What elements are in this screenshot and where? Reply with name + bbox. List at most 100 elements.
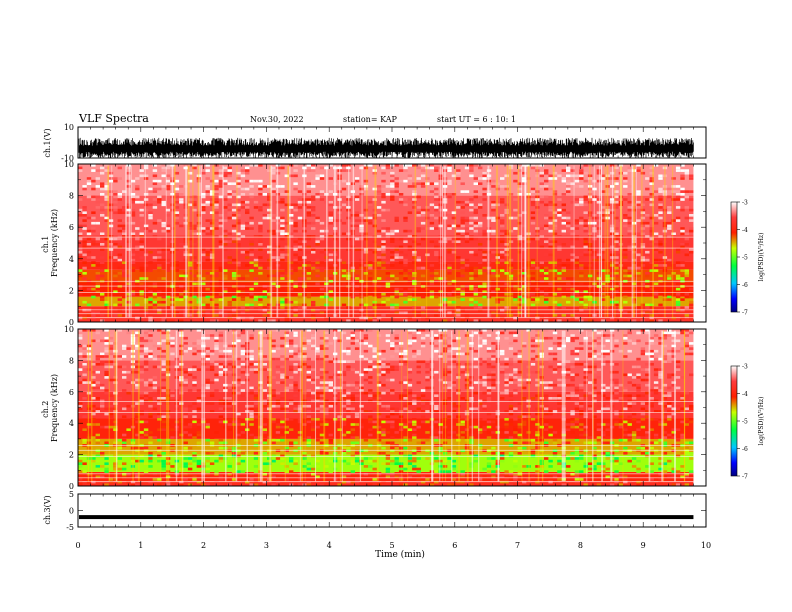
spectrogram-cell — [179, 349, 184, 353]
spectrogram-cell — [161, 415, 166, 419]
spectrogram-cell — [139, 290, 144, 294]
spectrogram-cell — [143, 449, 149, 453]
spectrogram-cell — [284, 253, 289, 257]
spectrogram-cell — [328, 221, 333, 225]
spectrogram-cell — [108, 240, 114, 244]
spectrogram-cell — [653, 264, 659, 267]
spectrogram-cell — [394, 342, 399, 345]
spectrogram-cell — [350, 436, 355, 439]
spectrogram-cell — [662, 277, 668, 280]
spectrogram-cell — [117, 272, 122, 275]
spectrogram-cell — [174, 269, 180, 272]
spectrogram-cell — [579, 185, 584, 188]
spectrogram-cell — [218, 438, 224, 442]
spectrogram-cell — [78, 334, 83, 337]
spectrogram-cell — [407, 179, 413, 183]
spectrogram-cell — [354, 339, 360, 343]
spectrogram-cell — [227, 344, 232, 348]
spectrogram-cell — [130, 441, 136, 445]
spectrogram-cell — [398, 397, 404, 400]
spectrogram-cell — [579, 272, 584, 275]
spectrogram-cell — [253, 480, 259, 484]
spectrogram-cell — [574, 185, 580, 188]
ch1-spectrogram-plot — [78, 164, 694, 323]
spectrogram-cell — [354, 336, 360, 340]
spectrogram-cell — [100, 235, 105, 238]
spectrogram-cell — [135, 237, 140, 241]
spectrogram-cell — [631, 264, 637, 267]
spectrogram-cell — [289, 164, 294, 167]
spectrogram-cell — [130, 282, 136, 286]
spectrogram-cell — [385, 298, 391, 301]
spectrogram-cell — [552, 221, 558, 225]
spectrogram-cell — [249, 227, 254, 230]
spectrogram-cell — [293, 402, 298, 405]
spectrogram-cell — [100, 187, 105, 191]
spectrogram-cell — [662, 190, 668, 193]
spectrogram-cell — [218, 459, 224, 463]
spectrogram-cell — [544, 214, 549, 217]
spectrogram-cell — [130, 370, 136, 374]
spectrogram-cell — [122, 370, 127, 374]
spectrogram-cell — [376, 423, 382, 426]
spectrogram-cell — [649, 306, 654, 309]
spectrogram-cell — [139, 169, 144, 172]
spectrogram-cell — [372, 303, 377, 307]
spectrogram-cell — [601, 211, 606, 215]
spectrogram-cell — [104, 360, 109, 364]
spectrogram-cell — [201, 208, 206, 212]
spectrogram-cell — [170, 164, 175, 167]
spectrogram-cell — [275, 344, 281, 348]
spectrogram-cell — [302, 391, 307, 395]
spectrogram-cell — [223, 287, 228, 291]
spectrogram-cell — [306, 370, 311, 374]
spectrogram-cell — [390, 410, 395, 413]
spectrogram-cell — [574, 221, 580, 225]
spectrogram-cell — [583, 237, 588, 241]
spectrogram-cell — [91, 412, 96, 416]
spectrogram-cell — [253, 179, 259, 183]
spectrogram-cell — [236, 438, 241, 442]
ch1-spectrogram-frame — [77, 163, 707, 323]
spectrogram-cell — [306, 164, 311, 167]
spectrogram-cell — [442, 402, 448, 405]
spectrogram-cell — [398, 287, 404, 291]
spectrogram-cell — [574, 174, 580, 178]
spectrogram-cell — [434, 216, 439, 220]
spectrogram-cell — [526, 295, 531, 299]
spectrogram-cell — [412, 190, 417, 193]
spectrogram-cell — [631, 240, 637, 244]
spectrogram-cell — [187, 425, 193, 429]
spectrogram-cell — [201, 303, 206, 307]
spectrogram-cell — [143, 368, 149, 371]
spectrogram-cell — [249, 306, 254, 309]
spectrogram-cell — [372, 349, 377, 353]
spectrogram-cell — [376, 363, 382, 366]
spectrogram-cell — [614, 177, 619, 180]
spectrogram-cell — [319, 190, 325, 193]
spectrogram-cell — [319, 221, 325, 225]
spectrogram-cell — [684, 282, 689, 286]
spectrogram-cell — [82, 227, 87, 230]
spectrogram-cell — [231, 216, 237, 220]
spectrogram-cell — [420, 211, 426, 215]
spectrogram-cell — [552, 232, 558, 236]
spectrogram-cell — [535, 211, 540, 215]
spectrogram-cell — [346, 319, 351, 323]
spectrogram-cell — [328, 235, 333, 238]
spectrogram-cell — [319, 418, 325, 421]
spectrogram-cell — [363, 457, 369, 460]
spectrogram-cell — [267, 457, 272, 460]
spectrogram-cell — [174, 200, 180, 204]
spectrogram-cell — [645, 266, 650, 270]
spectrogram-cell — [152, 459, 158, 463]
spectrogram-cell — [425, 420, 430, 424]
spectrogram-cell — [148, 187, 153, 191]
spectrogram-cell — [227, 169, 232, 172]
spectrogram-cell — [284, 478, 289, 481]
spectrogram-cell — [122, 475, 127, 479]
spectrogram-cell — [447, 272, 452, 275]
spectrogram-cell — [451, 300, 457, 304]
spectrogram-cell — [192, 232, 197, 236]
spectrogram-cell — [324, 381, 329, 384]
